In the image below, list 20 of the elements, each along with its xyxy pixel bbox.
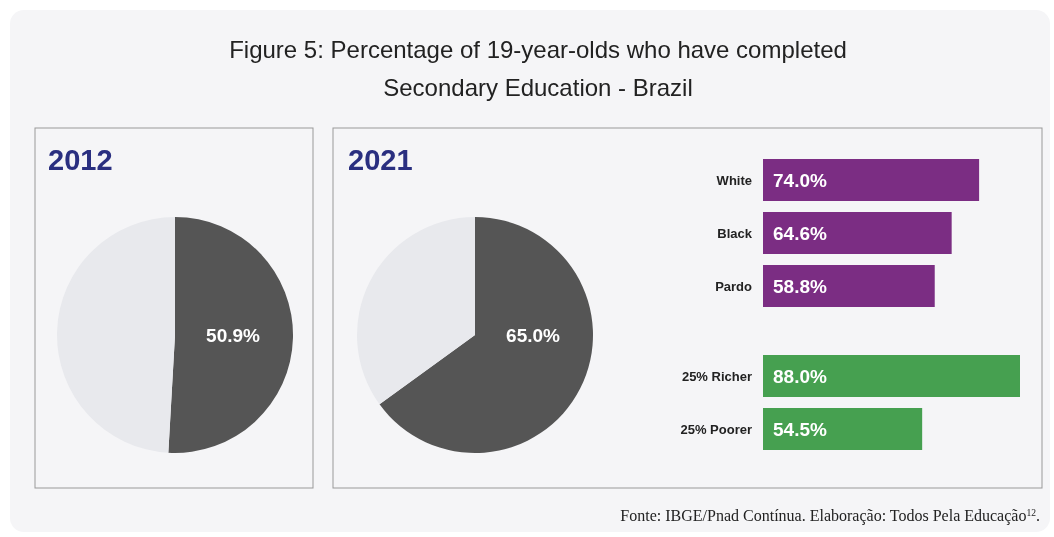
pie-slice <box>57 217 175 453</box>
data-label: 74.0% <box>773 169 827 191</box>
chart-title: 2021 <box>348 144 413 176</box>
data-label: 65.0% <box>506 324 561 346</box>
y-tick-label: 25% Richer <box>681 368 752 384</box>
y-tick-label: 25% Poorer <box>680 421 752 437</box>
pie-slice <box>357 217 475 405</box>
pie-slice <box>168 217 293 453</box>
y-tick-label: Pardo <box>715 278 753 294</box>
text: Figure 5: Percentage of 19-year-olds who have completed Secondary Education - Brazil <box>229 36 847 101</box>
y-tick-label: White <box>716 172 752 188</box>
y-tick-label: Black <box>717 225 753 241</box>
pie-slice <box>379 217 593 453</box>
data-label: 88.0% <box>773 365 827 387</box>
data-label: 54.5% <box>773 418 827 440</box>
data-label: 58.8% <box>773 275 827 297</box>
data-label: 50.9% <box>206 324 261 346</box>
chart-subtitle: 2012 <box>48 144 113 176</box>
data-label: 64.6% <box>773 222 827 244</box>
source-note: Fonte: IBGE/Pnad Contínua. Elaboração: Todos Pela Educação$^{12}$. <box>620 506 1040 525</box>
